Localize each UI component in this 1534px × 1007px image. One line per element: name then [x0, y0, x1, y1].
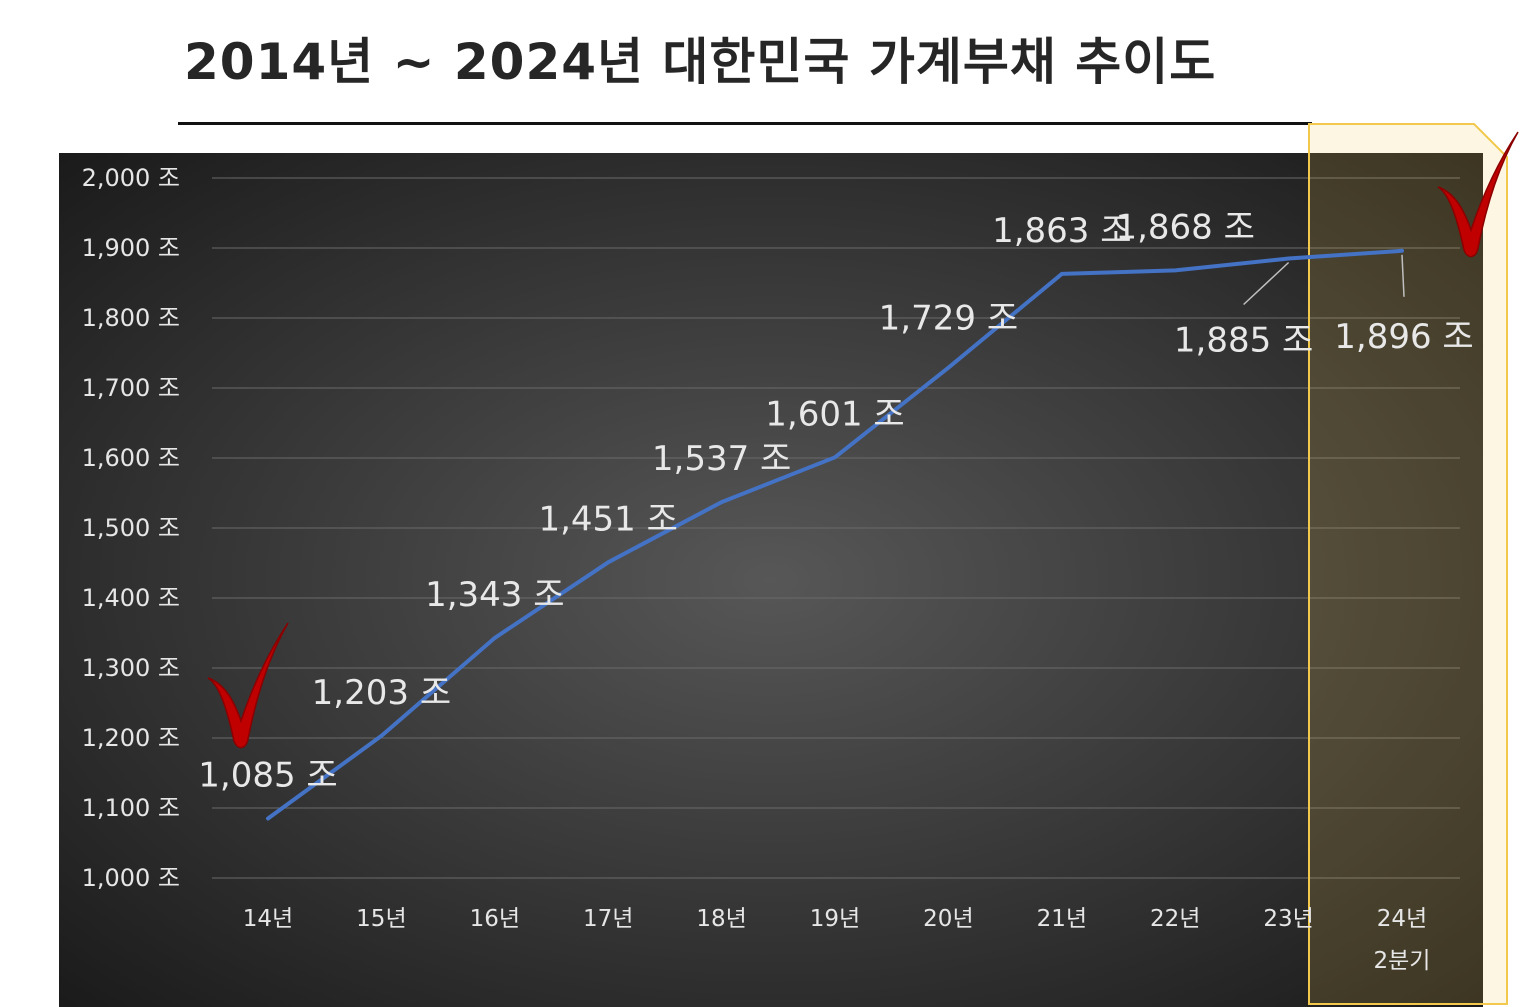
data-label: 1,863 조 — [992, 211, 1131, 251]
series-line — [266, 248, 1404, 821]
check-marks — [207, 131, 1519, 749]
data-label: 1,537 조 — [652, 439, 791, 479]
data-label: 1,885 조 — [1174, 321, 1313, 361]
data-label: 1,868 조 — [1115, 207, 1254, 247]
data-label: 1,451 조 — [538, 499, 677, 539]
x-tick-label: 24년 — [1377, 906, 1427, 932]
chart-background — [59, 153, 1483, 1007]
data-label: 1,601 조 — [765, 394, 904, 434]
leader-line — [1243, 261, 1290, 306]
y-tick-label: 1,600 조 — [82, 444, 180, 472]
y-tick-label: 1,200 조 — [82, 724, 180, 752]
page-title: 2014년 ~ 2024년 대한민국 가계부채 추이도 — [184, 33, 1217, 91]
x-tick-label: 15년 — [356, 906, 406, 932]
check-mark-icon — [207, 622, 289, 749]
series-line-layer — [266, 248, 1404, 821]
data-labels: 1,085 조 1,203 조 1,343 조 1,451 조 1,537 조 1,601… — [198, 207, 1473, 795]
y-tick-label: 1,700 조 — [82, 374, 180, 402]
highlight-box — [1308, 123, 1508, 1005]
y-tick-label: 1,900 조 — [82, 234, 180, 262]
y-axis-ticks: 1,000 조 1,100 조 1,200 조 1,300 조 1,400 조 1,500… — [82, 164, 180, 892]
x-tick-label: 20년 — [923, 906, 973, 932]
data-label: 1,203 조 — [312, 673, 451, 713]
x-axis-ticks: 14년 15년 16년 17년 18년 19년 20년 21년 22년 23년 24년 2분기 — [243, 906, 1431, 974]
data-label: 1,729 조 — [879, 299, 1018, 339]
y-tick-label: 1,000 조 — [82, 864, 180, 892]
title-underline — [178, 122, 1312, 125]
leader-lines — [1243, 254, 1405, 306]
data-label: 1,085 조 — [198, 756, 337, 796]
data-label: 1,896 조 — [1334, 317, 1473, 357]
x-tick-label: 14년 — [243, 906, 293, 932]
x-tick-label: 18년 — [696, 906, 746, 932]
x-tick-label: 17년 — [583, 906, 633, 932]
y-tick-label: 1,100 조 — [82, 794, 180, 822]
y-tick-label: 1,800 조 — [82, 304, 180, 332]
check-mark-icon — [1437, 131, 1519, 258]
y-tick-label: 1,300 조 — [82, 654, 180, 682]
y-tick-label: 1,500 조 — [82, 514, 180, 542]
x-tick-label: 22년 — [1150, 906, 1200, 932]
y-tick-label: 2,000 조 — [82, 164, 180, 192]
highlight-rect — [1308, 123, 1508, 1005]
leader-line — [1401, 254, 1405, 297]
x-tick-label: 23년 — [1263, 906, 1313, 932]
x-tick-label: 21년 — [1037, 906, 1087, 932]
x-tick-label: 2분기 — [1374, 948, 1431, 974]
x-tick-label: 19년 — [810, 906, 860, 932]
y-tick-label: 1,400 조 — [82, 584, 180, 612]
data-label: 1,343 조 — [425, 575, 564, 615]
x-tick-label: 16년 — [470, 906, 520, 932]
